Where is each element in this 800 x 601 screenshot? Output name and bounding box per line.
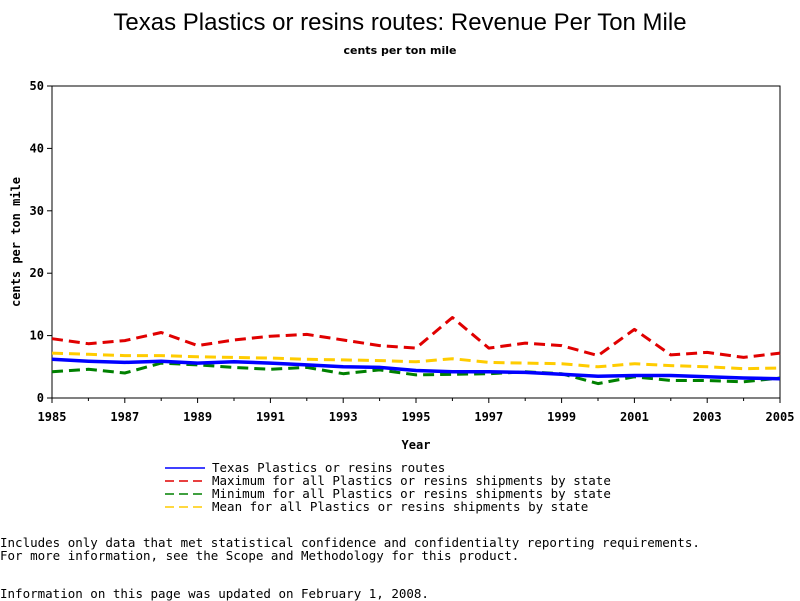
legend-label-3: Mean for all Plastics or resins shipment…: [212, 499, 588, 514]
plot-area-frame: [51, 85, 781, 399]
y-tick-label: 10: [30, 329, 44, 343]
x-tick-label: 1995: [402, 410, 431, 424]
x-axis-label: Year: [402, 438, 431, 452]
y-tick-label: 40: [30, 141, 44, 155]
x-tick-label: 1997: [474, 410, 503, 424]
x-tick-label: 1989: [183, 410, 212, 424]
note-methodology: For more information, see the Scope and …: [0, 548, 520, 563]
x-tick-label: 2005: [766, 410, 795, 424]
x-tick-label: 1999: [547, 410, 576, 424]
y-tick-label: 50: [30, 79, 44, 93]
series-line-2: [51, 361, 781, 386]
legend-label-0: Texas Plastics or resins routes: [212, 460, 445, 475]
y-tick-label: 0: [37, 391, 44, 405]
y-tick-label: 30: [30, 204, 44, 218]
y-axis-label: cents per ton mile: [9, 177, 23, 307]
note-updated: Information on this page was updated on …: [0, 586, 429, 601]
x-tick-label: 1993: [329, 410, 358, 424]
series-lines: [51, 316, 781, 386]
note-confidence: Includes only data that met statistical …: [0, 535, 700, 550]
legend-label-2: Minimum for all Plastics or resins shipm…: [212, 486, 611, 501]
x-tick-label: 1987: [110, 410, 139, 424]
chart-subtitle: cents per ton mile: [344, 44, 457, 57]
legend-label-1: Maximum for all Plastics or resins shipm…: [212, 473, 611, 488]
series-line-3: [51, 351, 781, 371]
x-tick-label: 2003: [693, 410, 722, 424]
x-tick-label: 1991: [256, 410, 285, 424]
y-tick-label: 20: [30, 266, 44, 280]
series-line-0: [51, 357, 781, 381]
x-tick-label: 2001: [620, 410, 649, 424]
y-axis: 0 10 20 30 40 50: [30, 79, 52, 405]
chart-title: Texas Plastics or resins routes: Revenue…: [113, 9, 686, 36]
x-axis: 1985 1987 1989 1991 1993 1995 1997 1999 2001 2003…: [38, 398, 795, 424]
series-line-1: [51, 316, 781, 359]
x-tick-label: 1985: [38, 410, 67, 424]
